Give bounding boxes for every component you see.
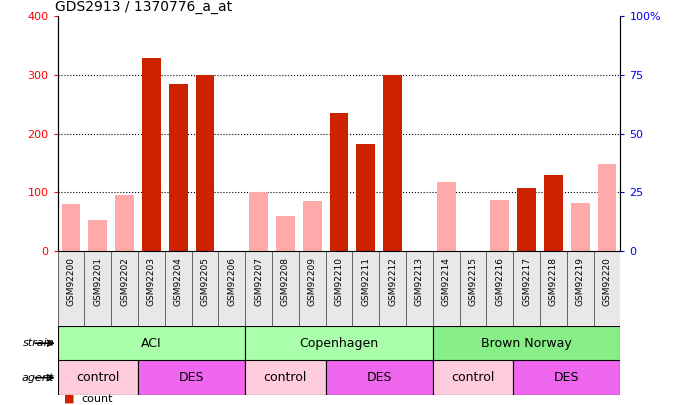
- Text: GSM92206: GSM92206: [227, 257, 237, 306]
- Text: Copenhagen: Copenhagen: [300, 337, 378, 350]
- Bar: [115, 195, 134, 251]
- Text: GSM92219: GSM92219: [576, 257, 584, 306]
- Bar: [433, 360, 513, 395]
- Text: DES: DES: [179, 371, 204, 384]
- Bar: [597, 164, 616, 251]
- Text: strain: strain: [22, 338, 54, 348]
- Text: GSM92220: GSM92220: [603, 257, 612, 306]
- Text: GSM92217: GSM92217: [522, 257, 531, 306]
- Bar: [437, 182, 456, 251]
- Text: GSM92211: GSM92211: [361, 257, 370, 306]
- Text: GSM92209: GSM92209: [308, 257, 317, 306]
- Text: GSM92201: GSM92201: [94, 257, 102, 306]
- Text: GSM92204: GSM92204: [174, 257, 182, 306]
- Bar: [383, 75, 402, 251]
- Text: GSM92208: GSM92208: [281, 257, 290, 306]
- Bar: [58, 360, 138, 395]
- Text: GSM92203: GSM92203: [147, 257, 156, 306]
- Bar: [196, 75, 214, 251]
- Text: GSM92205: GSM92205: [201, 257, 210, 306]
- Text: ■: ■: [64, 394, 75, 404]
- Text: control: control: [264, 371, 307, 384]
- Bar: [276, 216, 295, 251]
- Bar: [138, 360, 245, 395]
- Text: GSM92218: GSM92218: [549, 257, 558, 306]
- Text: GSM92216: GSM92216: [496, 257, 504, 306]
- Text: Brown Norway: Brown Norway: [481, 337, 572, 350]
- Bar: [142, 58, 161, 251]
- Bar: [303, 201, 321, 251]
- Bar: [490, 200, 509, 251]
- Text: DES: DES: [366, 371, 392, 384]
- Text: GSM92212: GSM92212: [388, 257, 397, 306]
- Bar: [433, 326, 620, 360]
- Bar: [330, 113, 348, 251]
- Text: control: control: [76, 371, 119, 384]
- Bar: [571, 203, 590, 251]
- Bar: [62, 204, 81, 251]
- Text: GDS2913 / 1370776_a_at: GDS2913 / 1370776_a_at: [55, 0, 232, 14]
- Text: DES: DES: [554, 371, 580, 384]
- Bar: [169, 84, 188, 251]
- Text: GSM92202: GSM92202: [120, 257, 129, 306]
- Text: agent: agent: [22, 373, 54, 383]
- Bar: [544, 175, 563, 251]
- Text: GSM92207: GSM92207: [254, 257, 263, 306]
- Text: count: count: [81, 394, 113, 404]
- Bar: [357, 144, 375, 251]
- Bar: [245, 360, 325, 395]
- Bar: [88, 220, 107, 251]
- Text: GSM92200: GSM92200: [66, 257, 75, 306]
- Bar: [58, 326, 245, 360]
- Bar: [250, 192, 268, 251]
- Bar: [517, 188, 536, 251]
- Bar: [325, 360, 433, 395]
- Text: GSM92214: GSM92214: [441, 257, 451, 306]
- Bar: [245, 326, 433, 360]
- Bar: [513, 360, 620, 395]
- Text: GSM92213: GSM92213: [415, 257, 424, 306]
- Text: GSM92215: GSM92215: [468, 257, 477, 306]
- Text: control: control: [452, 371, 495, 384]
- Text: GSM92210: GSM92210: [334, 257, 344, 306]
- Text: ACI: ACI: [141, 337, 162, 350]
